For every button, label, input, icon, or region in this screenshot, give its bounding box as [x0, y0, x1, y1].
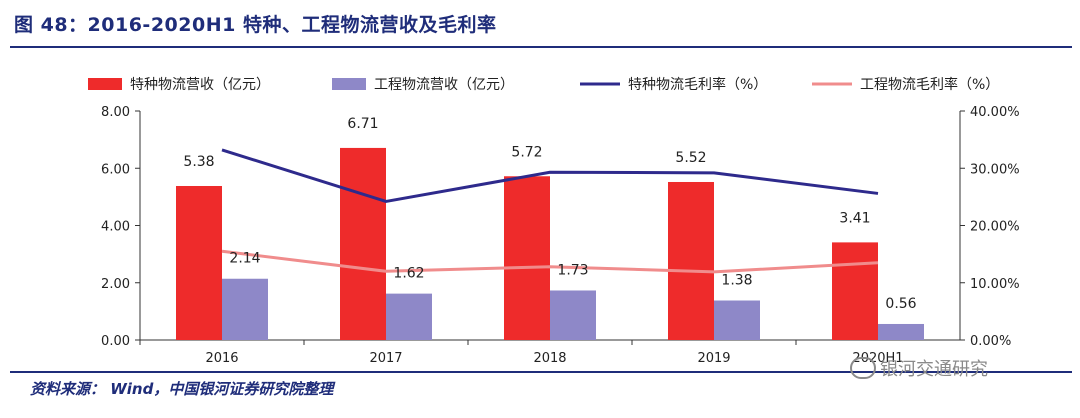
data-label: 6.71	[347, 116, 378, 132]
legend-label: 特种物流毛利率（%）	[628, 76, 767, 93]
left-axis-tick-label: 8.00	[101, 105, 130, 120]
source-rule	[10, 371, 1072, 373]
source-note: 资料来源： Wind，中国银河证券研究院整理	[30, 380, 334, 398]
bar-engineering	[386, 293, 432, 340]
right-axis-tick-label: 20.00%	[970, 220, 1020, 235]
left-axis-tick-label: 2.00	[101, 277, 130, 292]
legend: 特种物流营收（亿元） 工程物流营收（亿元） 特种物流毛利率（%） 工程物流毛利率（%）	[88, 76, 999, 93]
data-label: 3.41	[839, 210, 870, 226]
title-rule	[10, 46, 1072, 48]
data-label: 5.52	[675, 150, 706, 166]
chart: 特种物流营收（亿元） 工程物流营收（亿元） 特种物流毛利率（%） 工程物流毛利率（%）…	[88, 76, 1020, 366]
right-axis-tick-label: 10.00%	[970, 277, 1020, 292]
wechat-icon	[850, 357, 876, 379]
left-axis-tick-label: 4.00	[101, 220, 130, 235]
x-axis-tick-label: 2019	[697, 351, 730, 366]
left-axis-tick-label: 6.00	[101, 162, 130, 177]
legend-label: 特种物流营收（亿元）	[130, 77, 270, 93]
right-axis-tick-label: 0.00%	[970, 334, 1011, 349]
data-label: 1.73	[557, 262, 588, 278]
data-label: 5.72	[511, 144, 542, 160]
bar-engineering	[550, 290, 596, 340]
legend-label: 工程物流营收（亿元）	[374, 77, 514, 93]
right-axis-tick-label: 40.00%	[970, 105, 1020, 120]
right-axis-tick-label: 30.00%	[970, 162, 1020, 177]
bar-special	[668, 181, 714, 340]
watermark: 银河交通研究	[850, 355, 988, 381]
x-axis-tick-label: 2018	[533, 351, 566, 366]
bar-special	[832, 242, 878, 340]
legend-label: 工程物流毛利率（%）	[860, 76, 999, 93]
legend-swatch	[88, 78, 122, 90]
figure-title: 图 48：2016-2020H1 特种、工程物流营收及毛利率	[14, 14, 497, 36]
data-label: 2.14	[229, 251, 260, 267]
bar-engineering	[222, 278, 268, 340]
legend-swatch	[332, 78, 366, 90]
bar-special	[176, 185, 222, 340]
left-axis-tick-label: 0.00	[101, 334, 130, 349]
plot-area: 0.00 2.00 4.00 6.00 8.00 0.00% 10.00% 20.00% 30.…	[101, 105, 1020, 366]
x-axis-tick-label: 2017	[369, 351, 402, 366]
bar-engineering	[878, 323, 924, 340]
bar-special	[340, 147, 386, 340]
data-label: 1.62	[393, 266, 424, 282]
data-label: 5.38	[183, 154, 214, 170]
bar-special	[504, 176, 550, 340]
x-axis-tick-label: 2016	[205, 351, 238, 366]
watermark-text: 银河交通研究	[880, 359, 988, 380]
bar-engineering	[714, 300, 760, 340]
data-label: 1.38	[721, 272, 752, 288]
data-label: 0.56	[885, 296, 916, 312]
